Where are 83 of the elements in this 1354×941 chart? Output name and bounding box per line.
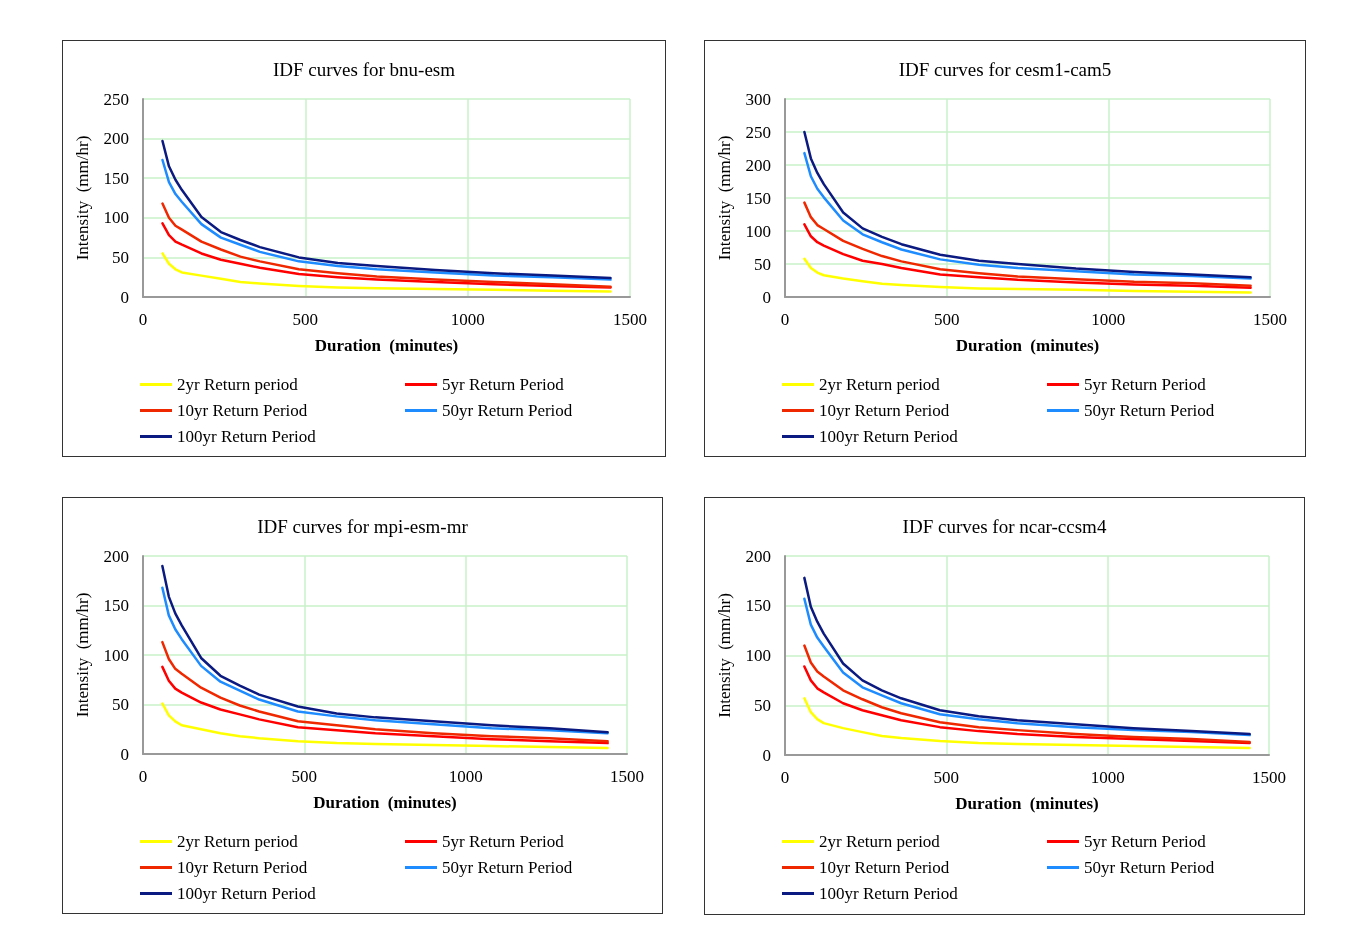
x-tick-label: 1000 (448, 767, 483, 786)
y-tick-label: 0 (762, 287, 771, 307)
y-tick-label: 200 (103, 546, 129, 566)
y-tick-label: 200 (103, 129, 129, 149)
legend-label: 10yr Return Period (177, 401, 308, 420)
chart-title: IDF curves for cesm1-cam5 (898, 59, 1112, 80)
legend-label: 50yr Return Period (442, 401, 573, 420)
legend-label: 100yr Return Period (177, 884, 317, 903)
line-series (803, 697, 1251, 750)
x-axis-title: Duration (minutes) (955, 794, 1099, 813)
x-tick-label: 500 (291, 767, 318, 786)
legend-label: 2yr Return period (819, 832, 941, 851)
line-series (803, 223, 1252, 290)
y-tick-label: 100 (745, 221, 771, 241)
y-tick-label: 300 (745, 89, 771, 109)
y-tick-label: 50 (112, 247, 129, 267)
y-tick-label: 50 (112, 695, 129, 714)
chart-title: IDF curves for bnu-esm (272, 59, 456, 80)
x-tick-label: 1000 (450, 310, 485, 329)
legend-label: 100yr Return Period (177, 427, 317, 446)
legend-label: 100yr Return Period (819, 427, 959, 446)
y-tick-label: 50 (754, 695, 771, 715)
line-series (161, 222, 612, 289)
x-tick-label: 500 (933, 768, 960, 787)
y-tick-label: 250 (103, 89, 129, 109)
y-axis-title: Intensity (mm/hr) (715, 593, 734, 718)
y-tick-label: 100 (103, 645, 129, 665)
y-tick-label: 100 (103, 208, 129, 228)
legend-label: 50yr Return Period (1084, 401, 1215, 420)
x-tick-label: 1000 (1090, 768, 1125, 787)
x-tick-label: 500 (292, 310, 319, 329)
y-tick-label: 150 (103, 596, 129, 615)
line-series (161, 665, 609, 745)
x-axis-title: Duration (minutes) (314, 336, 459, 355)
legend-label: 5yr Return Period (1084, 832, 1207, 851)
legend-label: 50yr Return Period (442, 858, 573, 877)
y-tick-label: 200 (745, 155, 771, 175)
legend-label: 2yr Return period (177, 832, 299, 851)
x-tick-label: 500 (933, 310, 960, 329)
line-series (161, 640, 609, 743)
line-series (803, 201, 1252, 288)
legend-label: 10yr Return Period (819, 858, 950, 877)
legend-label: 10yr Return Period (177, 858, 308, 877)
legend-label: 100yr Return Period (819, 884, 959, 903)
legend-label: 50yr Return Period (1084, 858, 1215, 877)
x-tick-label: 0 (138, 310, 148, 329)
x-tick-label: 1500 (1252, 768, 1286, 787)
legend-label: 2yr Return period (819, 375, 941, 394)
x-tick-label: 0 (780, 310, 790, 329)
x-tick-label: 1500 (613, 310, 647, 329)
x-axis-title: Duration (minutes) (313, 793, 457, 812)
line-series (803, 257, 1252, 294)
line-series (161, 202, 612, 288)
y-tick-label: 150 (745, 188, 771, 208)
x-tick-label: 0 (780, 768, 790, 787)
line-series (161, 252, 612, 293)
y-tick-label: 150 (745, 596, 771, 616)
legend-label: 5yr Return Period (442, 832, 565, 851)
legend-label: 5yr Return Period (442, 375, 565, 394)
legend-label: 5yr Return Period (1084, 375, 1207, 394)
y-tick-label: 0 (762, 745, 771, 765)
y-tick-label: 250 (745, 122, 771, 142)
line-series (161, 702, 609, 750)
y-axis-title: Intensity (mm/hr) (73, 135, 92, 261)
chart-title: IDF curves for mpi-esm-mr (257, 516, 469, 537)
line-series (803, 644, 1251, 744)
line-series (803, 665, 1251, 745)
y-tick-label: 0 (120, 744, 129, 764)
x-tick-label: 1500 (1253, 310, 1287, 329)
y-tick-label: 100 (745, 646, 771, 665)
x-tick-label: 1000 (1091, 310, 1126, 329)
y-tick-label: 0 (120, 287, 129, 307)
y-tick-label: 200 (745, 546, 771, 566)
legend-label: 10yr Return Period (819, 401, 950, 420)
x-tick-label: 1500 (610, 767, 644, 786)
x-axis-title: Duration (minutes) (955, 336, 1100, 355)
x-tick-label: 0 (138, 767, 148, 786)
legend-label: 2yr Return period (177, 375, 299, 394)
y-axis-title: Intensity (mm/hr) (715, 135, 734, 261)
chart-title: IDF curves for ncar-ccsm4 (902, 516, 1107, 537)
y-tick-label: 150 (103, 168, 129, 188)
y-axis-title: Intensity (mm/hr) (73, 592, 92, 718)
y-tick-label: 50 (754, 254, 771, 274)
